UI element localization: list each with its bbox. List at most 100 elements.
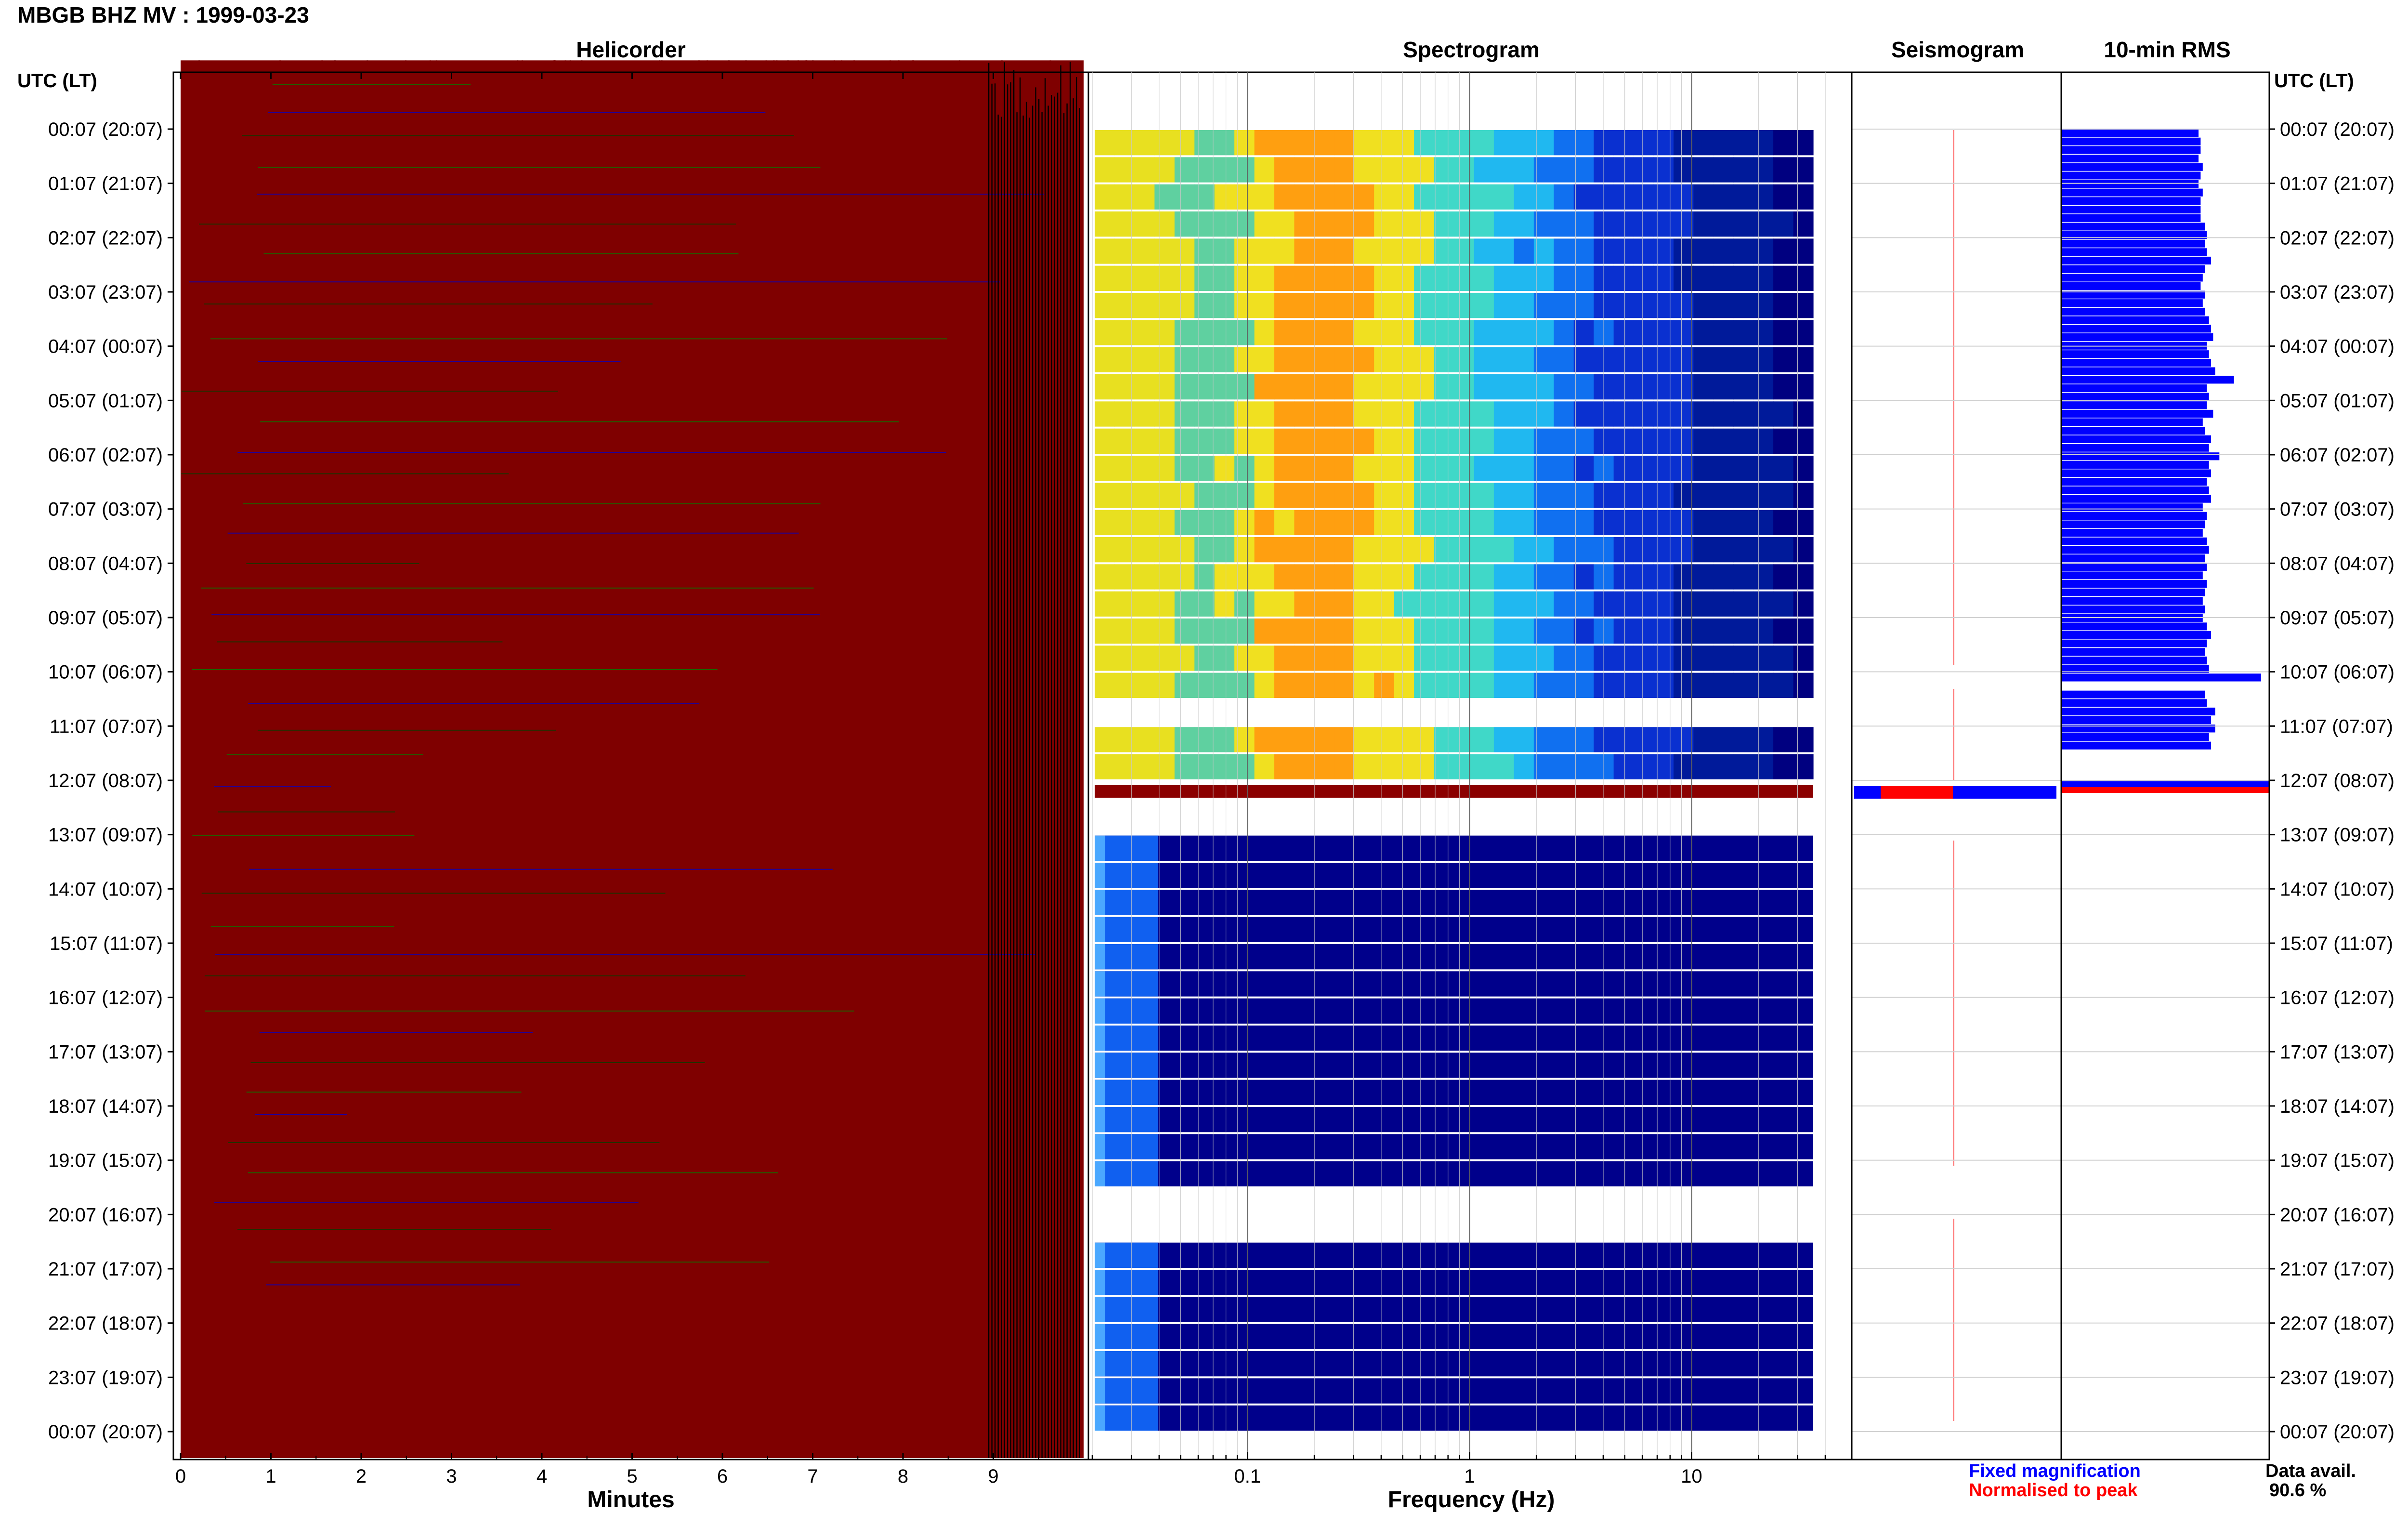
rms-bar — [2061, 401, 2207, 409]
spectrogram-cell — [1294, 537, 1315, 563]
spectrogram-cell — [1793, 293, 1814, 318]
spectrogram-cell — [1214, 265, 1235, 291]
spectrogram-cell — [1274, 510, 1295, 535]
spectrogram-cell — [1673, 130, 1694, 156]
spectrogram-cell — [1753, 564, 1774, 590]
spectrogram-cell — [1573, 428, 1594, 454]
spectrogram-cell — [1554, 157, 1574, 183]
spectrogram-cell — [1374, 374, 1395, 400]
spectrogram-cell — [1653, 727, 1674, 752]
spectrogram-cell — [1114, 293, 1135, 318]
rms-bar — [2061, 265, 2205, 273]
spectrogram-cell — [1653, 510, 1674, 535]
spectrogram-cell — [1234, 347, 1255, 372]
spectrogram-cell — [1634, 618, 1654, 644]
spectrogram-cell — [1733, 672, 1754, 698]
spectrogram-cell — [1234, 374, 1255, 400]
rms-bar — [2061, 155, 2199, 163]
legend-fixed-magnification: Fixed magnification — [1969, 1461, 2141, 1481]
spectrogram-cell — [1234, 591, 1255, 617]
spectrogram-cell — [1693, 754, 1714, 779]
spectrogram-cell — [1733, 157, 1754, 183]
spectrogram-cell — [1713, 184, 1734, 210]
spectrogram-cell — [1733, 645, 1754, 671]
spectrogram-cell — [1693, 130, 1714, 156]
spectrogram-cell — [1414, 510, 1435, 535]
time-label-right: 07:07 (03:07) — [2280, 499, 2395, 520]
spectrogram-x-tick-label: 1 — [1464, 1466, 1475, 1487]
spectrogram-cell — [1793, 672, 1814, 698]
spectrogram-cell — [1793, 618, 1814, 644]
helicorder-saturated-block — [181, 60, 1084, 1459]
time-label-left: 06:07 (02:07) — [48, 445, 163, 466]
rms-bar — [2061, 163, 2203, 171]
spectrogram-cell — [1554, 211, 1574, 237]
spectrogram-cell — [1234, 265, 1255, 291]
spectrogram-cell — [1573, 672, 1594, 698]
spectrogram-cell — [1773, 347, 1794, 372]
spectrogram-cell — [1793, 754, 1814, 779]
spectrogram-cell — [1594, 130, 1614, 156]
spectrogram-cell — [1733, 401, 1754, 427]
spectrogram-cell — [1594, 157, 1614, 183]
rms-bar — [2061, 733, 2209, 741]
spectrogram-cell — [1294, 157, 1315, 183]
time-label-left: 07:07 (03:07) — [48, 499, 163, 520]
spectrogram-cell — [1314, 456, 1335, 481]
spectrogram-cell — [1154, 537, 1175, 563]
spectrogram-empty-edge — [1095, 971, 1105, 997]
rms-bar — [2061, 274, 2203, 282]
spectrogram-empty-edge — [1105, 890, 1158, 915]
spectrogram-cell — [1154, 754, 1175, 779]
spectrogram-cell — [1434, 754, 1454, 779]
spectrogram-cell — [1354, 265, 1374, 291]
spectrogram-cell — [1773, 157, 1794, 183]
spectrogram-cell — [1514, 564, 1534, 590]
spectrogram-cell — [1274, 618, 1295, 644]
spectrogram-cell — [1533, 727, 1554, 752]
spectrogram-cell — [1514, 401, 1534, 427]
spectrogram-cell — [1733, 347, 1754, 372]
spectrogram-cell — [1474, 320, 1494, 345]
spectrogram-cell — [1653, 591, 1674, 617]
spectrogram-cell — [1334, 238, 1355, 264]
spectrogram-cell — [1673, 591, 1694, 617]
spectrogram-empty-edge — [1095, 917, 1105, 942]
spectrogram-cell — [1174, 618, 1195, 644]
spectrogram-cell — [1414, 130, 1435, 156]
spectrogram-empty-edge — [1105, 1079, 1158, 1105]
rms-bar — [2061, 657, 2207, 665]
rms-panel — [2061, 129, 2269, 793]
spectrogram-cell — [1274, 483, 1295, 508]
spectrogram-cell — [1773, 401, 1794, 427]
spectrogram-cell — [1753, 428, 1774, 454]
spectrogram-cell — [1134, 347, 1155, 372]
spectrogram-cell — [1514, 157, 1534, 183]
spectrogram-cell — [1613, 347, 1634, 372]
time-label-right: 02:07 (22:07) — [2280, 227, 2395, 249]
spectrogram-cell — [1214, 320, 1235, 345]
spectrogram-cell — [1214, 456, 1235, 481]
spectrogram-cell — [1394, 591, 1414, 617]
spectrogram-cell — [1174, 265, 1195, 291]
spectrogram-cell — [1234, 293, 1255, 318]
spectrogram-cell — [1354, 347, 1374, 372]
spectrogram-cell — [1514, 537, 1534, 563]
spectrogram-cell — [1434, 618, 1454, 644]
spectrogram-cell — [1254, 591, 1275, 617]
spectrogram-cell — [1254, 537, 1275, 563]
time-label-left: 10:07 (06:07) — [48, 662, 163, 683]
spectrogram-cell — [1394, 564, 1414, 590]
spectrogram-cell — [1394, 211, 1414, 237]
rms-bar — [2061, 197, 2201, 205]
spectrogram-cell — [1334, 157, 1355, 183]
rms-bar — [2061, 580, 2207, 588]
spectrogram-cell — [1653, 293, 1674, 318]
spectrogram-empty-edge — [1095, 944, 1105, 970]
spectrogram-cell — [1454, 483, 1474, 508]
spectrogram-cell — [1634, 510, 1654, 535]
rms-bar — [2061, 409, 2213, 418]
spectrogram-cell — [1274, 591, 1295, 617]
utc-label-right: UTC (LT) — [2274, 70, 2354, 92]
